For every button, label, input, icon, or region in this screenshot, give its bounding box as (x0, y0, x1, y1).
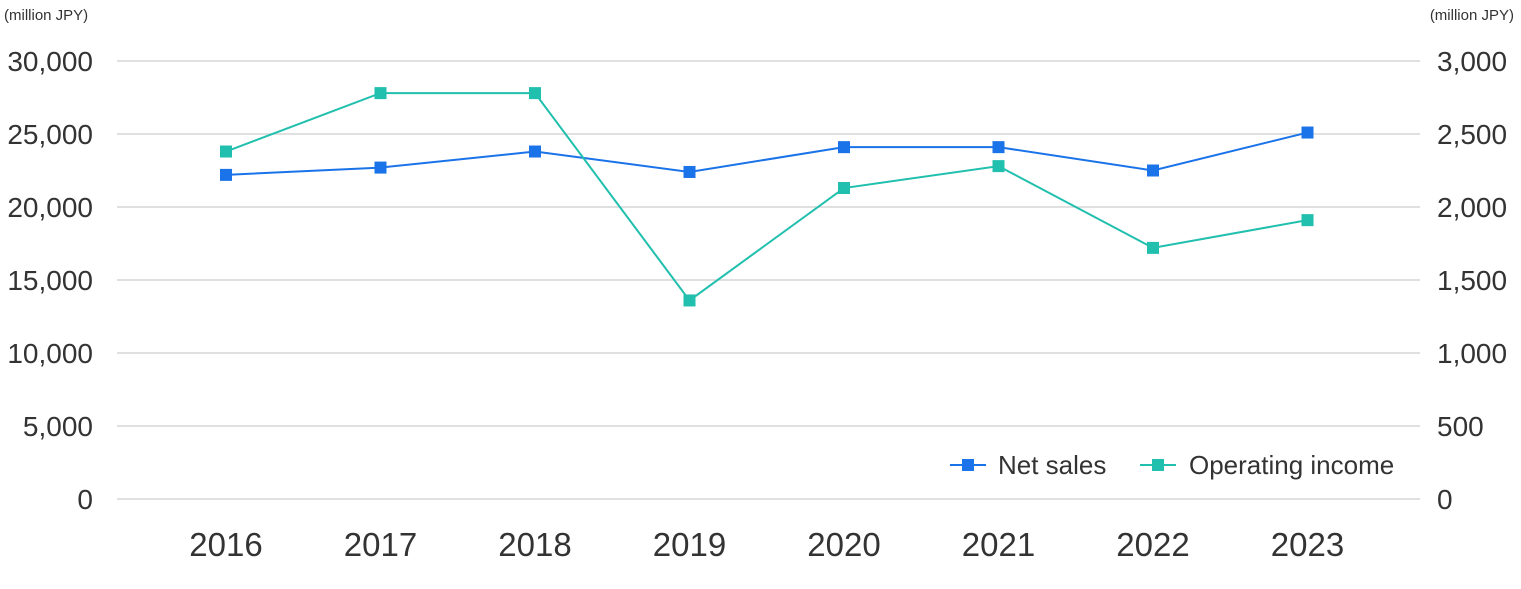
series-1-point (220, 168, 232, 181)
series-2-point (529, 87, 541, 100)
right-axis-ticks: 0 500 1,000 1,500 2,000 2,500 3,000 (1437, 46, 1507, 515)
series-2-point (1301, 214, 1314, 227)
series-group (220, 87, 1314, 307)
series-line-1 (225, 131, 1308, 176)
right-tick-label: 3,000 (1437, 46, 1507, 77)
right-tick-label: 2,500 (1437, 119, 1507, 150)
right-tick-label: 2,000 (1437, 192, 1507, 223)
series-1-point (683, 165, 696, 178)
series-1-point (838, 141, 850, 154)
legend-label-1: Net sales (998, 450, 1106, 480)
series-2-point (1147, 241, 1159, 254)
series-1-point (529, 145, 541, 158)
left-tick-label: 20,000 (7, 192, 93, 223)
series-1-point (1301, 126, 1314, 139)
series-1-point (992, 141, 1005, 154)
x-tick-label: 2016 (189, 526, 262, 563)
left-axis-unit: (million JPY) (4, 7, 88, 24)
right-tick-label: 500 (1437, 411, 1484, 442)
x-tick-label: 2018 (498, 526, 571, 563)
left-axis-ticks: 0 5,000 10,000 15,000 20,000 25,000 30,000 (7, 46, 93, 515)
right-tick-label: 1,500 (1437, 265, 1507, 296)
right-tick-label: 1,000 (1437, 338, 1507, 369)
x-tick-label: 2023 (1271, 526, 1344, 563)
x-tick-label: 2019 (653, 526, 726, 563)
x-tick-label: 2017 (344, 526, 417, 563)
legend-marker-2 (1152, 459, 1164, 471)
left-tick-label: 25,000 (7, 119, 93, 150)
left-tick-label: 10,000 (7, 338, 93, 369)
legend-marker-1 (962, 459, 974, 471)
series-2-point (374, 87, 387, 100)
left-tick-label: 5,000 (23, 411, 93, 442)
legend-label-2: Operating income (1189, 450, 1394, 480)
right-tick-label: 0 (1437, 484, 1453, 515)
series-2-point (220, 145, 232, 158)
series-1-point (374, 161, 387, 174)
series-2-point (683, 294, 696, 307)
series-1-point (1147, 164, 1159, 177)
left-tick-label: 0 (77, 484, 93, 515)
x-tick-label: 2022 (1116, 526, 1189, 563)
gridlines (117, 60, 1420, 500)
x-axis-ticks: 2016 2017 2018 2019 2020 2021 2022 2023 (189, 526, 1344, 563)
series-2-point (838, 182, 850, 195)
series-2-point (992, 160, 1005, 173)
legend: Net sales Operating income (950, 450, 1394, 480)
series-line-2 (225, 92, 1308, 302)
right-axis-unit: (million JPY) (1430, 7, 1514, 24)
x-tick-label: 2020 (807, 526, 880, 563)
left-tick-label: 15,000 (7, 265, 93, 296)
left-tick-label: 30,000 (7, 46, 93, 77)
x-tick-label: 2021 (962, 526, 1035, 563)
